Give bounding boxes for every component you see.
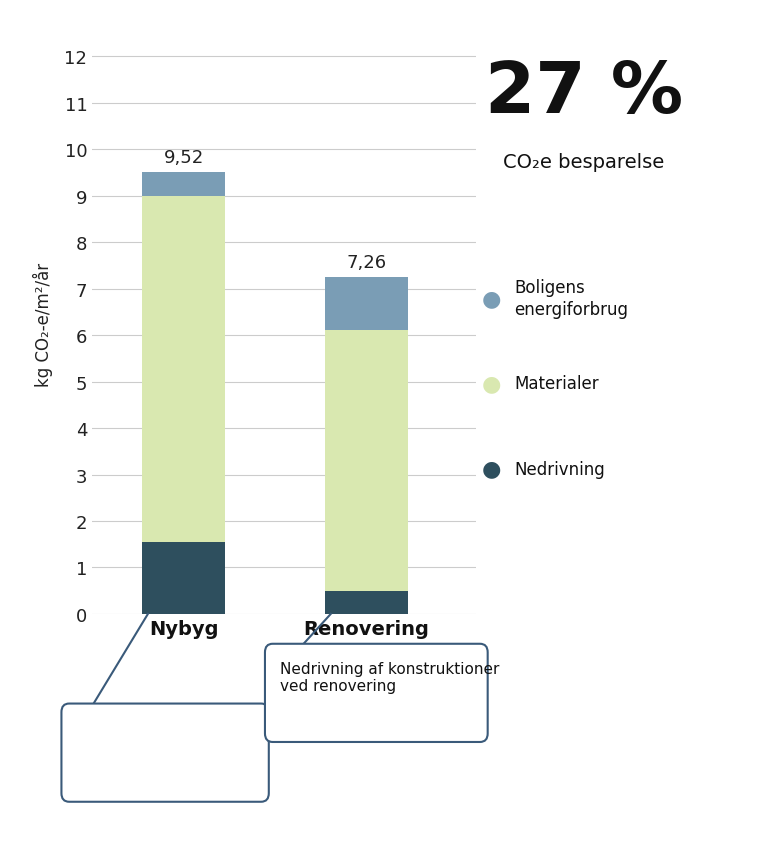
Text: 27 %: 27 % (485, 60, 683, 128)
Text: CO₂e besparelse: CO₂e besparelse (503, 153, 664, 171)
Text: Nedrivning af konstruktioner
ved renovering: Nedrivning af konstruktioner ved renover… (280, 661, 500, 693)
Text: Nedrivning: Nedrivning (515, 460, 605, 479)
Y-axis label: kg CO₂-e/m²/år: kg CO₂-e/m²/år (33, 262, 53, 386)
Text: 9,52: 9,52 (164, 149, 204, 167)
Text: ●: ● (482, 288, 502, 309)
Text: ●: ● (482, 459, 502, 479)
Bar (326, 591, 408, 614)
Bar (142, 196, 225, 543)
Text: 7,26: 7,26 (346, 253, 386, 272)
Bar (142, 543, 225, 614)
Bar (326, 277, 408, 331)
Text: ●: ● (482, 374, 502, 394)
Text: Boligens
energiforbrug: Boligens energiforbrug (515, 278, 628, 319)
Text: Nedrivning af hele den
eksisterende bolig: Nedrivning af hele den eksisterende boli… (77, 721, 251, 753)
Text: Materialer: Materialer (515, 374, 599, 393)
Bar (326, 331, 408, 591)
Bar (142, 172, 225, 196)
